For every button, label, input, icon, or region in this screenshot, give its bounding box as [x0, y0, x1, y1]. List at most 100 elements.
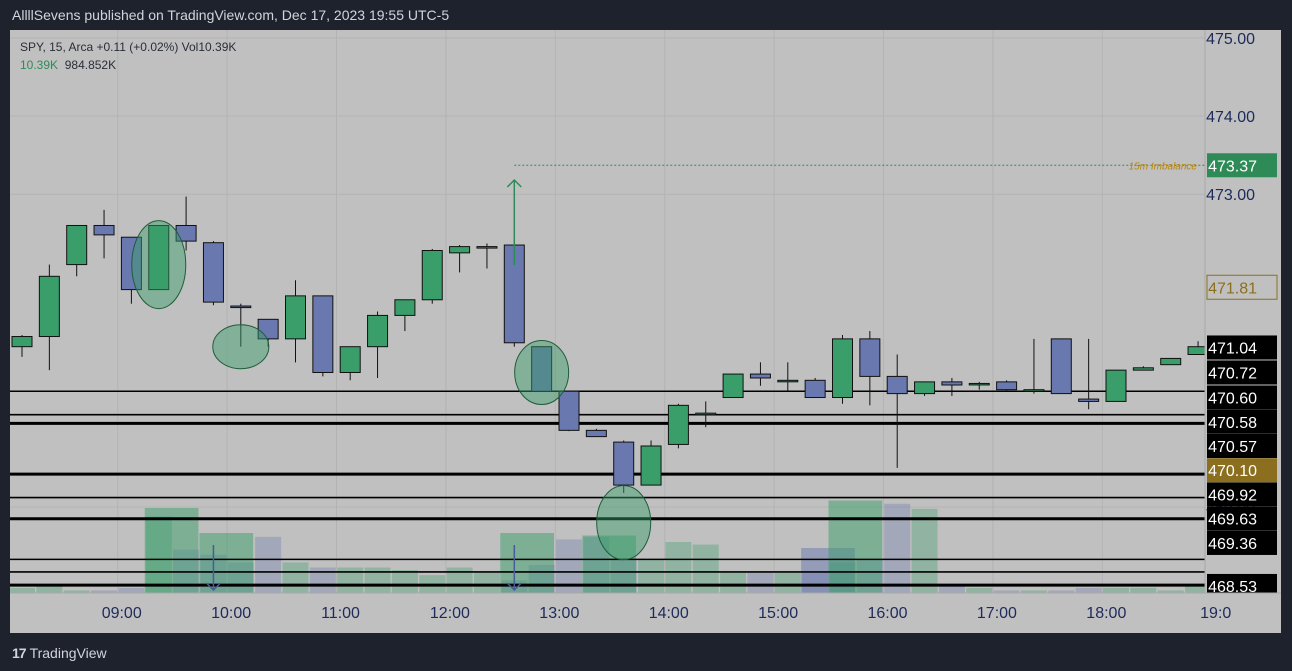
price-tag-label: 470.10	[1208, 463, 1257, 480]
volume-overlay-bar	[828, 500, 883, 593]
volume-bar	[255, 536, 282, 593]
chart-legend: SPY, 15, Arca +0.11 (+0.02%) Vol10.39K 1…	[20, 38, 236, 74]
candle-body	[558, 390, 580, 431]
volume-bar	[1157, 590, 1184, 593]
volume-bar	[1075, 587, 1102, 593]
candle-body	[640, 445, 662, 486]
price-tag-label: 469.36	[1208, 536, 1257, 553]
candle-body	[1132, 367, 1154, 371]
volume-bar	[747, 572, 774, 593]
x-tick-label: 11:00	[321, 605, 360, 622]
candle-body	[531, 346, 553, 392]
volume-line: 10.39K 984.852K	[20, 56, 236, 74]
x-tick-label: 09:00	[102, 605, 142, 622]
candle-body	[394, 299, 416, 316]
candle-body	[832, 338, 853, 399]
volume-overlay-bar	[582, 535, 637, 593]
candle-body	[476, 246, 498, 249]
tradingview-logo-icon: 17	[12, 645, 27, 661]
up-arrow	[506, 178, 522, 265]
volume-ma-value: 984.852K	[64, 58, 117, 72]
candle-body	[613, 441, 635, 486]
price-tag	[1207, 482, 1277, 507]
candle-body	[585, 429, 607, 438]
candle-body	[421, 250, 443, 301]
footer-bar: 17 TradingView	[0, 633, 1292, 671]
down-arrow	[506, 545, 522, 592]
price-tag-label: 471.04	[1208, 340, 1257, 357]
volume-bar	[720, 572, 747, 593]
candle-body	[202, 242, 224, 303]
candle-body	[1160, 357, 1182, 366]
candle-body	[941, 381, 963, 386]
y-tick-label: 473.00	[1206, 187, 1255, 204]
volume-bar	[473, 572, 500, 593]
candle-body	[339, 346, 361, 373]
y-tick-label: 474.00	[1206, 109, 1255, 126]
x-tick-label: 12:00	[430, 605, 470, 622]
price-tag	[1207, 433, 1277, 458]
price-tag-label: 470.72	[1208, 365, 1257, 382]
volume-bar	[993, 590, 1020, 593]
candle-body	[38, 275, 60, 338]
price-tag	[1207, 409, 1277, 434]
candle-body	[66, 224, 88, 266]
price-tag	[1207, 458, 1277, 483]
candle-body	[804, 379, 826, 399]
candle-body	[1105, 369, 1127, 402]
price-tag-label: 473.37	[1208, 158, 1257, 175]
y-tick-label: 475.00	[1206, 31, 1255, 48]
volume-bar	[118, 587, 145, 593]
highlight-ellipse	[596, 485, 652, 561]
chart-panel[interactable]	[10, 30, 1281, 633]
candle-body	[722, 373, 744, 399]
candlestick-chart[interactable]: 15m Imbalance475.00474.00473.00469.00473…	[10, 30, 1281, 633]
tradingview-logo[interactable]: 17 TradingView	[12, 645, 107, 661]
candle-body	[1023, 389, 1045, 392]
volume-overlay-bar	[144, 508, 199, 593]
candle-body	[695, 412, 717, 416]
x-tick-label: 18:00	[1086, 605, 1126, 622]
price-tag-label: 470.60	[1208, 391, 1257, 408]
volume-bar	[1048, 590, 1075, 593]
volume-value: 10.39K	[20, 58, 59, 72]
candle-body	[914, 381, 936, 395]
price-tag	[1207, 530, 1277, 555]
price-tag-label: 470.57	[1208, 439, 1257, 456]
candle-body	[1050, 338, 1072, 395]
candle-body	[996, 381, 1018, 391]
publisher-text: AllllSevens published on TradingView.com…	[12, 7, 450, 23]
volume-overlay-bar	[500, 533, 554, 593]
volume-bar	[1020, 590, 1047, 593]
price-tag	[1207, 153, 1277, 178]
x-tick-label: 14:00	[649, 605, 689, 622]
highlight-ellipse	[514, 339, 570, 405]
volume-bar	[938, 585, 965, 593]
candle-body	[312, 295, 334, 373]
volume-bar	[63, 590, 90, 593]
candle-body	[367, 314, 389, 348]
symbol-line: SPY, 15, Arca +0.11 (+0.02%) Vol10.39K	[20, 40, 237, 54]
x-tick-label: 15:00	[758, 605, 798, 622]
candle-body	[886, 375, 908, 395]
candle-body	[148, 224, 170, 291]
publisher-header: AllllSevens published on TradingView.com…	[0, 0, 1292, 30]
price-tag-label: 471.81	[1208, 280, 1257, 297]
candle-body	[667, 404, 689, 445]
candle-body	[777, 379, 799, 383]
candle-body	[11, 336, 33, 348]
down-arrow	[205, 545, 221, 592]
tradingview-wordmark: TradingView	[29, 645, 107, 661]
volume-bar	[282, 562, 309, 593]
candle-body	[1078, 398, 1100, 402]
volume-bar	[1185, 585, 1212, 593]
highlight-ellipse	[131, 220, 187, 310]
candle-body	[859, 338, 881, 377]
volume-bar	[91, 590, 118, 593]
x-tick-label: 13:00	[539, 605, 579, 622]
price-tag	[1207, 335, 1277, 360]
time-axis	[10, 593, 1281, 633]
price-tag	[1207, 385, 1277, 410]
volume-bar	[1103, 587, 1129, 593]
candle-body	[449, 246, 471, 254]
